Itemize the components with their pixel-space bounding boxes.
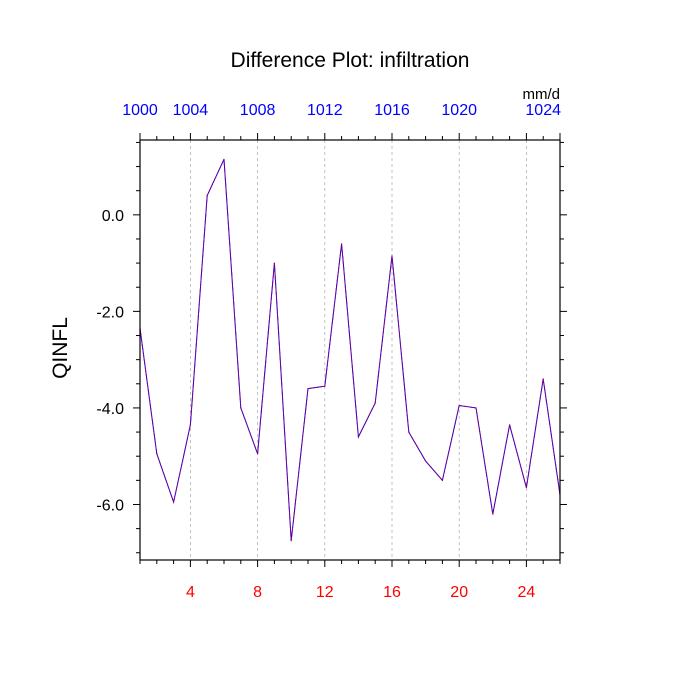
data-point — [257, 453, 259, 455]
x-tick-label: 4 — [186, 584, 195, 601]
top-tick-label: 1004 — [173, 102, 209, 119]
data-point — [240, 407, 242, 409]
data-point — [475, 407, 477, 409]
series-line-a — [139, 159, 561, 541]
series-lines — [139, 158, 561, 542]
top-tick-label: 1012 — [307, 102, 343, 119]
y-tick-label: 0.0 — [102, 208, 124, 225]
top-tick-label: 1020 — [441, 102, 477, 119]
top-axis-unit-label: mm/d — [523, 86, 561, 103]
top-tick-label: 1000 — [122, 102, 158, 119]
x-tick-label: 12 — [316, 584, 334, 601]
data-point — [223, 158, 225, 160]
data-point — [324, 385, 326, 387]
data-point — [458, 404, 460, 407]
data-point — [374, 402, 376, 404]
y-tick-label: -6.0 — [96, 497, 124, 514]
chart-title: Difference Plot: infiltration — [231, 49, 470, 72]
data-point — [525, 486, 528, 489]
data-point — [189, 424, 191, 426]
data-point — [542, 378, 544, 380]
data-point — [173, 501, 175, 503]
plot-frame — [139, 139, 561, 561]
top-tick-label: 1008 — [240, 102, 276, 119]
y-axis-title: QINFL — [49, 317, 72, 379]
data-point — [341, 243, 343, 245]
grid-lines — [189, 140, 527, 560]
data-point — [441, 479, 443, 481]
x-tick-label: 16 — [383, 584, 401, 601]
data-point — [307, 388, 309, 390]
x-tick-label: 24 — [518, 584, 536, 601]
data-point — [156, 453, 158, 455]
data-point — [492, 513, 494, 515]
top-tick-label: 1016 — [374, 102, 410, 119]
data-point — [391, 255, 393, 257]
x-tick-label: 8 — [253, 584, 262, 601]
top-tick-label: 1024 — [525, 102, 561, 119]
y-tick-label: -4.0 — [96, 401, 124, 418]
tick-labels: 0.0 -2.0 -4.0 -6.0 4 8 12 16 20 24 1000 1004 1008 101… — [96, 102, 561, 601]
data-point — [273, 262, 275, 264]
data-point — [357, 436, 359, 438]
x-tick-label: 20 — [450, 584, 468, 601]
axis-ticks — [133, 133, 567, 567]
data-point — [509, 424, 511, 426]
data-point — [290, 540, 292, 542]
data-point — [408, 431, 410, 433]
y-tick-label: -2.0 — [96, 304, 124, 321]
series-line-b — [139, 159, 561, 541]
data-point — [206, 194, 208, 197]
data-point — [425, 460, 427, 462]
